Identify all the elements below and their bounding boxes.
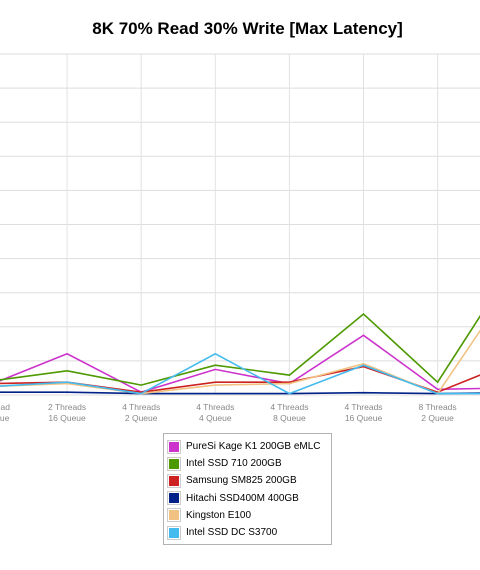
legend-swatch — [167, 473, 181, 488]
legend-item: Kingston E100 — [164, 507, 331, 524]
legend-swatch — [167, 508, 181, 523]
x-tick-label: 8 Threads 2 Queue — [419, 402, 457, 423]
legend-item: PureSi Kage K1 200GB eMLC — [164, 438, 331, 455]
legend-item: Intel SSD 710 200GB — [164, 455, 331, 472]
legend-swatch — [167, 456, 181, 471]
series-line — [0, 312, 480, 386]
legend-item: Hitachi SSD400M 400GB — [164, 490, 331, 507]
x-tick-label: 4 Threads 16 Queue — [344, 402, 382, 423]
legend-label: Intel SSD DC S3700 — [186, 527, 278, 539]
legend-label: Intel SSD 710 200GB — [186, 458, 282, 470]
legend-label: PureSi Kage K1 200GB eMLC — [186, 441, 321, 453]
x-tick-label: 4 Threads 8 Queue — [270, 402, 308, 423]
series-line — [0, 365, 480, 394]
chart-title: 8K 70% Read 30% Write [Max Latency] — [92, 19, 403, 38]
legend-swatch — [167, 439, 181, 454]
x-tick-label: 4 Threads 4 Queue — [196, 402, 234, 423]
legend-label: Kingston E100 — [186, 509, 252, 521]
series-line — [0, 334, 480, 394]
x-tick-label: 4 Threads 2 Queue — [122, 402, 160, 423]
series-lines — [0, 312, 480, 395]
legend-label: Hitachi SSD400M 400GB — [186, 492, 299, 504]
legend-item: Intel SSD DC S3700 — [164, 524, 331, 541]
legend-swatch — [167, 525, 181, 540]
legend-swatch — [167, 491, 181, 506]
grid — [0, 53, 480, 396]
legend-label: Samsung SM825 200GB — [186, 475, 297, 487]
series-line — [0, 352, 480, 395]
legend-item: Samsung SM825 200GB — [164, 472, 331, 489]
legend: PureSi Kage K1 200GB eMLC Intel SSD 710 2… — [163, 433, 332, 546]
series-line — [0, 329, 480, 395]
series-line — [0, 391, 480, 395]
x-tick-label: 1 Thread1 Queue — [0, 402, 10, 423]
x-tick-label: 2 Threads 16 Queue — [48, 402, 86, 423]
